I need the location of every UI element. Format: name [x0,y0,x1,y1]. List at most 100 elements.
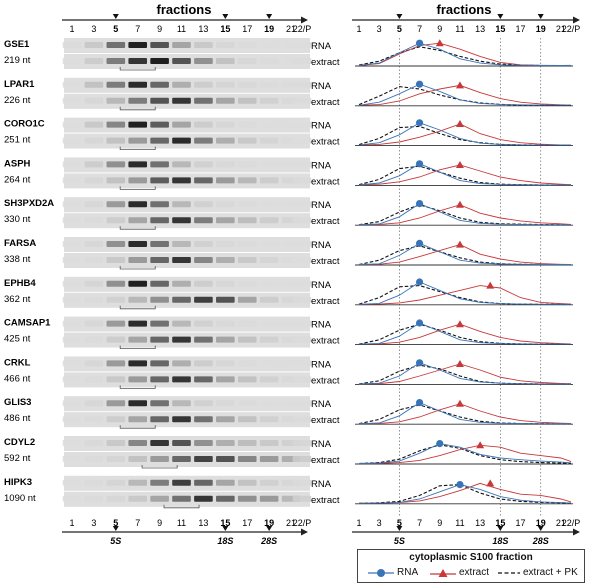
gel-band [128,58,148,64]
fraction-tick-label: 7 [417,24,422,34]
gel-band [194,456,213,462]
profile-camsap1 [355,319,573,346]
gene-name: ASPH [4,158,31,169]
fraction-tick-label: 17 [242,24,252,34]
gel-band [216,58,235,64]
fraction-tick-label: 13 [475,24,485,34]
gel-band [259,58,279,64]
fraction-tick-label: 3 [91,518,96,528]
gene-row: GLIS3 486 nt RNA extract [4,396,340,429]
profile-panel-title: fractions [437,2,492,17]
gel-band [292,280,312,287]
gel-band [106,177,126,184]
gel-band [216,320,235,327]
gel-band [128,121,148,128]
gel-band [259,336,279,343]
gel-band [106,161,126,168]
extract-row-label: extract [311,216,340,227]
gel-band [216,479,235,486]
gel-band [150,479,169,486]
rna-row-label: RNA [311,41,332,52]
gel-band [84,177,104,184]
rna-line [358,203,571,226]
gel-band [259,161,279,168]
profile-ephb4 [355,278,573,306]
legend-item-pk: extract + PK [498,567,578,578]
gel-band [237,376,257,383]
gel-band [237,257,257,263]
fraction-tick-label: 3 [377,518,382,528]
gene-length: 264 nt [4,174,31,185]
gel-band [128,479,148,486]
gel-band [194,360,213,367]
gel-band [150,58,169,64]
extract-peak-marker [486,479,495,487]
fraction-tick-label: 5 [397,24,402,34]
gel-band [237,280,257,287]
gel-band [237,440,257,446]
gene-row: CRKL 466 nt RNA extract [4,356,340,389]
gel-band [194,495,213,502]
gel-band [106,376,126,383]
rna-line [358,281,571,305]
gene-name: CRKL [4,357,31,368]
gel-band [216,121,235,128]
gel-band [106,257,126,263]
extract-peak-marker [455,399,464,407]
gel-band [292,58,312,64]
gel-band [237,495,257,502]
gel-band [106,416,126,423]
gene-row: GSE1 219 nt RNA extract [4,38,340,71]
gel-band [106,336,126,343]
extract-line [358,42,572,66]
gel-band [62,440,82,446]
gel-band [150,360,169,367]
gel-band [62,495,82,502]
marker-tick-icon [537,14,544,19]
gel-band [259,320,279,327]
gel-band [237,456,257,462]
fraction-tick-label: 19 [264,518,274,528]
gel-band [292,217,312,224]
gel-band [216,416,235,423]
axis-arrow-icon [573,528,580,536]
legend-label-pk: extract + PK [523,567,578,578]
gel-band [259,257,279,263]
marker-tick-icon [497,14,504,19]
peak-bracket [119,226,156,230]
legend-label-rna: RNA [397,567,419,578]
extract-pk-line [358,245,571,266]
peak-bracket [119,345,156,349]
gene-length: 425 nt [4,334,31,345]
gel-band [128,320,148,327]
marker-tick-icon [497,526,504,531]
gel-band [259,137,279,144]
axis-arrow-icon [301,528,308,536]
gel-band [237,81,257,88]
gel-band [62,137,82,144]
gel-band [128,257,148,263]
marker-tick-icon [266,14,273,19]
gel-band [259,440,279,446]
gel-band [194,376,213,383]
gel-band [62,336,82,343]
gel-band [172,416,191,423]
extract-row-label: extract [311,296,340,307]
gel-band [292,400,312,407]
gel-band [194,400,213,407]
gel-band [259,217,279,224]
extract-line [358,444,572,464]
marker-tick-icon [266,526,273,531]
fraction-tick-label: 3 [91,24,96,34]
gel-band [292,479,312,486]
gel-band [259,42,279,48]
gel-band [84,320,104,327]
gel-band [216,42,235,48]
extract-peak-marker [455,120,464,127]
fraction-tick-label: 21 [286,518,296,528]
gel-band [172,360,191,367]
peak-bracket [119,385,156,389]
gel-band [106,495,126,502]
fraction-tick-label: 22/P [562,24,581,34]
